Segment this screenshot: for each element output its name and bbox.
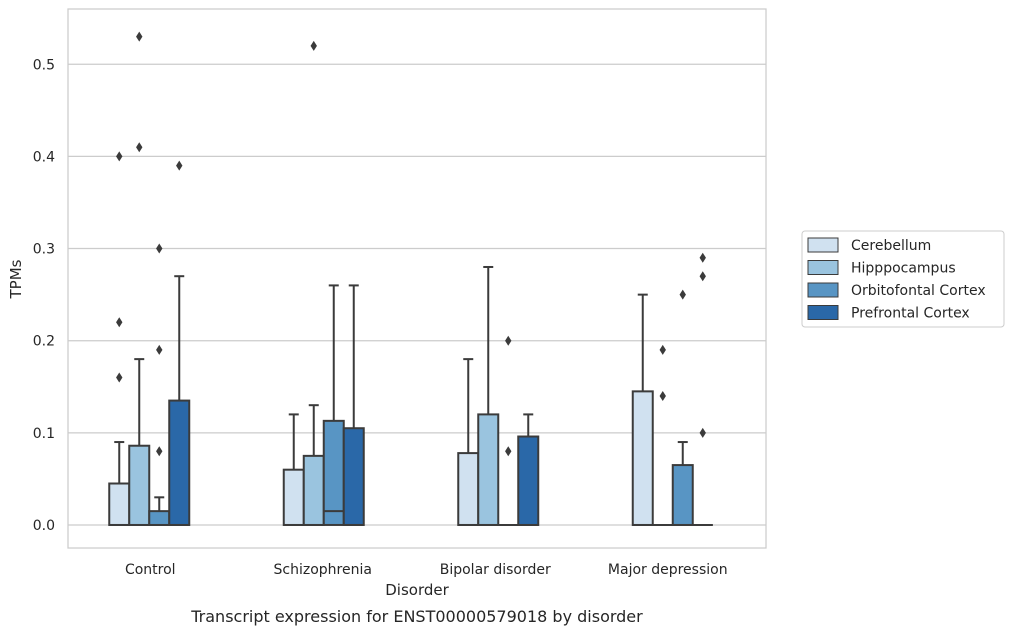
legend-swatch: [807, 260, 839, 275]
outlier-point: [136, 31, 143, 42]
y-axis-label: TPMs: [7, 259, 25, 299]
box: [148, 510, 171, 526]
outlier-point: [176, 160, 183, 171]
outlier-point: [156, 243, 163, 254]
outlier-point: [699, 271, 706, 282]
x-axis-label: Disorder: [385, 581, 449, 599]
plot-frame: [67, 8, 767, 549]
box: [517, 435, 540, 526]
outlier-point: [505, 335, 512, 346]
box: [322, 419, 345, 526]
outlier-layer: [116, 31, 706, 457]
box: [128, 444, 151, 526]
y-tick-label: 0.1: [33, 426, 55, 442]
y-tick-label: 0.2: [33, 334, 55, 350]
x-tick-label: Bipolar disorder: [440, 562, 551, 578]
legend-label: Cerebellum: [851, 238, 931, 254]
chart-caption: Transcript expression for ENST0000057901…: [190, 607, 643, 626]
box-layer: [108, 265, 713, 526]
outlier-point: [116, 151, 123, 162]
y-tick-label: 0.0: [33, 518, 55, 534]
y-tick-label: 0.5: [33, 57, 55, 73]
outlier-point: [310, 40, 317, 51]
box: [302, 454, 325, 526]
legend: Cerebellum Hipppocampus Orbitofontal Corte…: [801, 230, 1005, 328]
outlier-point: [659, 344, 666, 355]
legend-label: Hipppocampus: [851, 261, 956, 277]
box: [108, 482, 131, 526]
outlier-point: [156, 446, 163, 457]
legend-label: Prefrontal Cortex: [851, 306, 970, 322]
box: [282, 468, 305, 526]
box: [457, 452, 480, 526]
outlier-point: [136, 142, 143, 153]
outlier-point: [699, 252, 706, 263]
outlier-point: [505, 446, 512, 457]
legend-swatch: [807, 305, 839, 320]
legend-swatch: [807, 282, 839, 298]
outlier-point: [156, 344, 163, 355]
x-tick-label: Control: [125, 562, 176, 578]
box: [671, 464, 694, 526]
x-axis-ticks: Control Schizophrenia Bipolar disorder Majo…: [125, 562, 728, 578]
outlier-point: [116, 372, 123, 383]
outlier-point: [659, 390, 666, 401]
box: [342, 427, 365, 526]
outlier-point: [116, 317, 123, 328]
x-tick-label: Schizophrenia: [274, 562, 372, 578]
outlier-point: [699, 427, 706, 438]
box: [477, 413, 500, 526]
legend-swatch: [807, 237, 839, 253]
y-axis-ticks: 0.0 0.1 0.2 0.3 0.4 0.5: [33, 57, 55, 534]
x-tick-label: Major depression: [608, 562, 728, 578]
outlier-point: [679, 289, 686, 300]
y-tick-label: 0.4: [33, 149, 55, 165]
box: [631, 390, 654, 526]
legend-label: Orbitofontal Cortex: [851, 283, 986, 299]
legend-frame: [801, 230, 1005, 328]
y-tick-label: 0.3: [33, 242, 55, 258]
box: [168, 399, 191, 526]
